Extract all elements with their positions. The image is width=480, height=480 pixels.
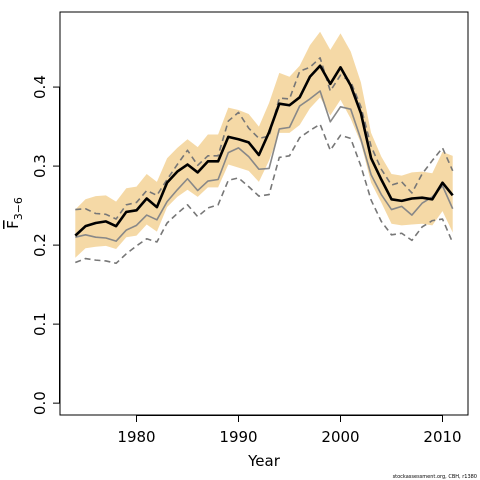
- x-axis-title: Year: [247, 452, 281, 470]
- y-axis: 0.0 0.1 0.2 0.3 0.4: [31, 75, 60, 415]
- grey-series-line: [75, 90, 454, 242]
- y-tick-label: 0.1: [31, 312, 49, 336]
- credit-note: stockassessment.org, CBH, r1380: [393, 474, 477, 480]
- x-tick-label: 1990: [219, 428, 257, 446]
- main-series-line: [74, 64, 454, 237]
- y-tick-label: 0.2: [31, 233, 49, 257]
- svg-text:F3−6: F3−6: [4, 197, 25, 229]
- x-tick-label: 2000: [321, 428, 359, 446]
- y-tick-label: 0.3: [31, 154, 49, 178]
- grey-lower-dashed-line: [75, 123, 454, 265]
- x-tick-label: 2010: [423, 428, 461, 446]
- y-axis-title-main: F: [4, 220, 22, 229]
- x-tick-label: 1980: [117, 428, 155, 446]
- plot-area: [74, 31, 454, 265]
- y-axis-title: F3−6: [4, 197, 25, 229]
- y-tick-label: 0.0: [31, 391, 49, 415]
- grey-upper-dashed-line: [75, 57, 454, 220]
- y-tick-label: 0.4: [31, 75, 49, 99]
- y-axis-title-subscript: 3−6: [12, 197, 25, 220]
- x-axis: 1980 1990 2000 2010: [117, 415, 462, 446]
